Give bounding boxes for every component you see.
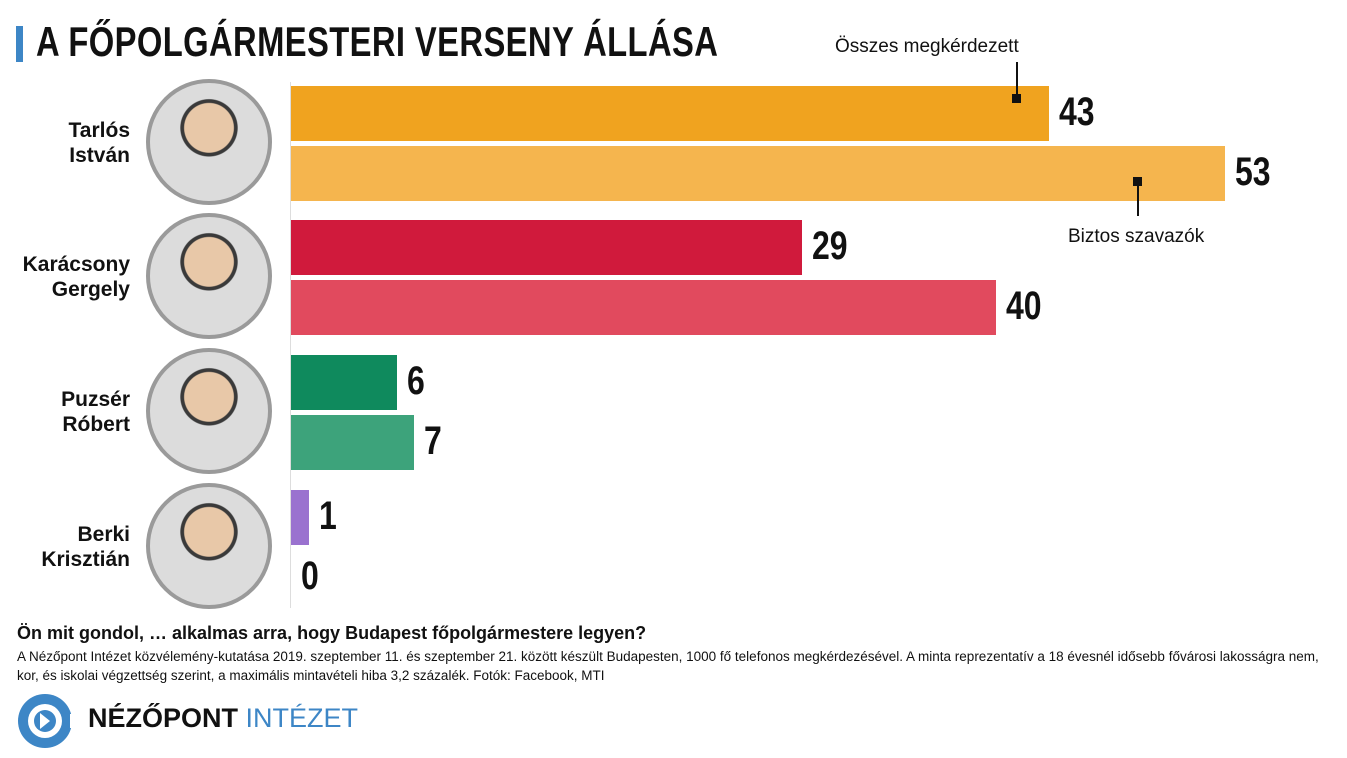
title-accent: [16, 26, 23, 62]
candidate-name: Karácsony Gergely: [0, 252, 130, 302]
bar: [291, 220, 803, 275]
survey-question: Ön mit gondol, … alkalmas arra, hogy Bud…: [17, 623, 647, 643]
candidate-name-line: István: [69, 144, 130, 167]
candidate-name-line: Gergely: [51, 278, 130, 301]
bar: [291, 146, 1225, 201]
candidate-name-line: Karácsony: [22, 253, 130, 276]
candidate-photo: [146, 213, 272, 339]
data-label: 53: [1235, 150, 1271, 194]
methodology-note: A Nézőpont Intézet közvélemény-kutatása …: [17, 649, 1319, 683]
candidate-photo: [146, 483, 272, 609]
legend-marker-sure: [1133, 177, 1142, 186]
legend-marker-all: [1012, 94, 1021, 103]
legend-label-all: Összes megkérdezett: [835, 36, 1019, 57]
legend-pointer-sure: [1137, 182, 1139, 216]
bar: [291, 280, 996, 335]
bar: [291, 415, 415, 470]
candidate-name-line: Krisztián: [41, 548, 130, 571]
candidate-name: Tarlós István: [0, 118, 130, 168]
logo-text-part1: NÉZŐPONT: [88, 703, 239, 733]
data-label: 1: [318, 494, 337, 538]
bar: [291, 86, 1049, 141]
candidate-name: Berki Krisztián: [0, 522, 130, 572]
legend-label-sure: Biztos szavazók: [1068, 226, 1205, 247]
data-label: 7: [424, 419, 443, 463]
bar: [291, 490, 309, 545]
axis-line: [290, 82, 291, 608]
candidate-name-line: Róbert: [62, 413, 130, 436]
candidate-name: Puzsér Róbert: [0, 387, 130, 437]
data-label: 0: [301, 554, 319, 598]
chart-title: A FŐPOLGÁRMESTERI VERSENY ÁLLÁSA: [36, 18, 719, 65]
data-label: 29: [812, 224, 848, 268]
candidate-photo: [146, 79, 272, 205]
candidate-name-line: Puzsér: [61, 388, 130, 411]
logo-text-part2: INTÉZET: [245, 703, 359, 733]
data-label: 6: [406, 359, 425, 403]
candidate-photo: [146, 348, 272, 474]
candidate-name-line: Tarlós: [68, 119, 130, 142]
data-label: 40: [1005, 284, 1042, 328]
legend-pointer-all: [1016, 62, 1018, 96]
candidate-name-line: Berki: [77, 523, 130, 546]
bar: [291, 355, 397, 410]
nezopont-logo-icon: [18, 694, 78, 748]
data-label: 43: [1058, 90, 1095, 134]
logo-text: NÉZŐPONT INTÉZET: [88, 703, 358, 734]
